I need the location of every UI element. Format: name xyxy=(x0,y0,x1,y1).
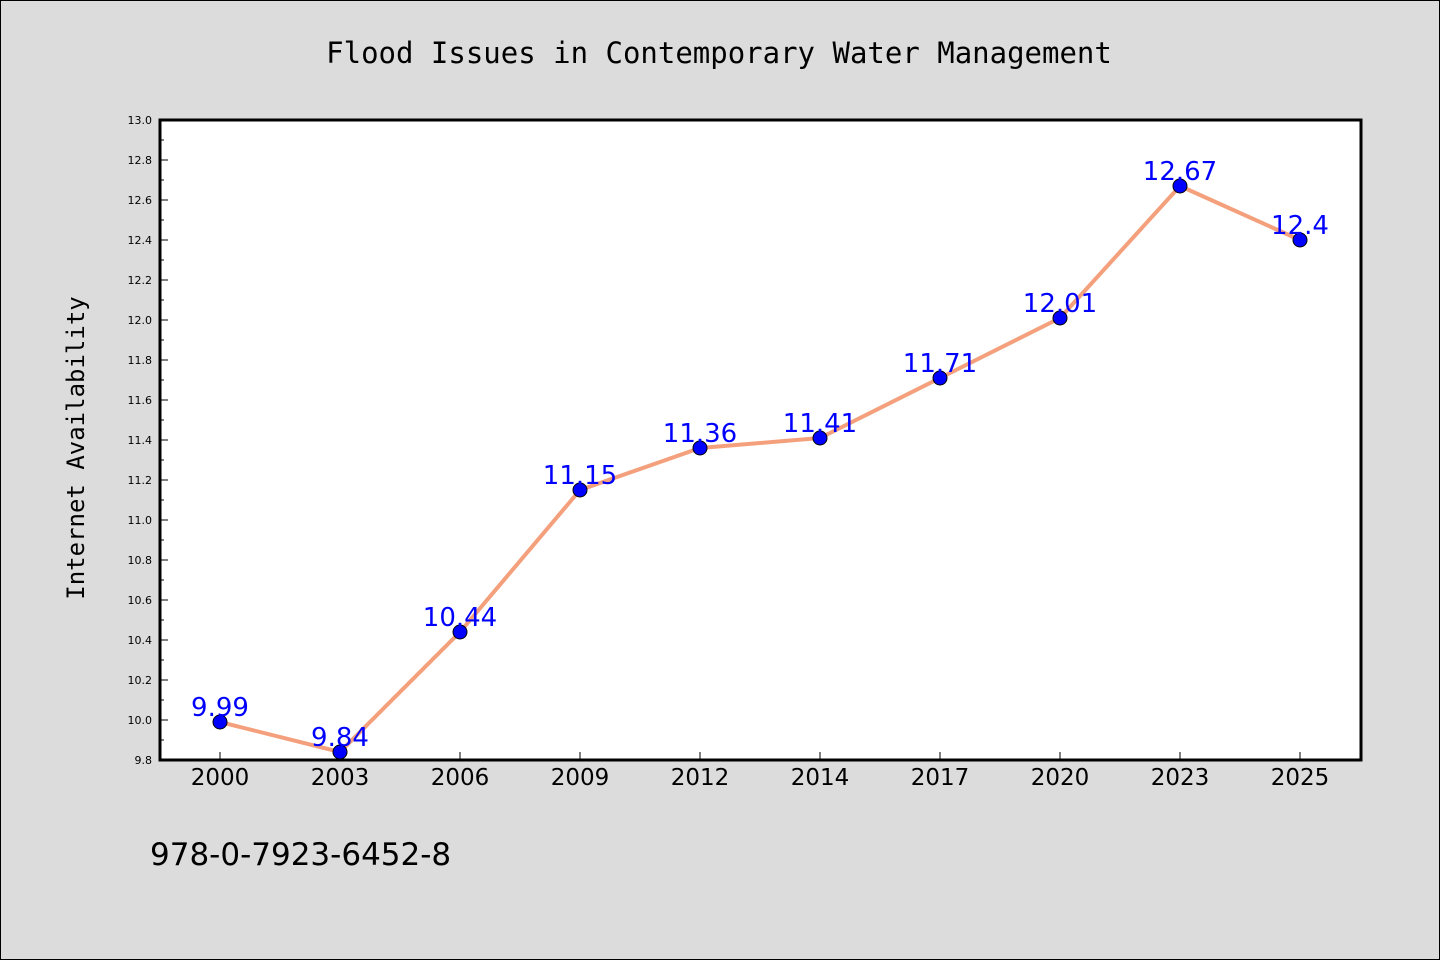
y-tick-label: 12.2 xyxy=(128,274,153,287)
plot-area xyxy=(158,118,1363,762)
data-point-marker xyxy=(332,744,348,760)
data-label: 11.41 xyxy=(783,409,857,439)
y-tick-label: 11.2 xyxy=(128,474,153,487)
data-point-marker xyxy=(1052,310,1068,326)
x-tick-label: 2014 xyxy=(791,765,850,791)
x-tick-label: 2006 xyxy=(431,765,490,791)
x-tick-label: 2003 xyxy=(311,765,370,791)
y-tick-label: 12.8 xyxy=(128,154,153,167)
x-tick-label: 2020 xyxy=(1031,765,1090,791)
x-tick-label: 2025 xyxy=(1271,765,1330,791)
y-tick-label: 13.0 xyxy=(128,114,153,127)
chart-title: Flood Issues in Contemporary Water Manag… xyxy=(326,36,1112,70)
data-label: 11.15 xyxy=(543,461,617,491)
y-tick-label: 11.6 xyxy=(128,394,153,407)
y-tick-label: 10.2 xyxy=(128,674,153,687)
data-label: 11.36 xyxy=(663,419,737,449)
data-labels: 9.99 9.84 10.44 11.15 11.36 11.41 11.71 12.01 12… xyxy=(191,157,1329,753)
x-tick-label: 2012 xyxy=(671,765,730,791)
data-label: 12.01 xyxy=(1023,289,1097,319)
y-tick-label: 12.0 xyxy=(128,314,153,327)
y-axis-ticks: 9.8 10.0 10.2 10.4 10.6 10.8 11.0 11.2 11.4 11.6 1… xyxy=(128,114,168,767)
data-label: 9.99 xyxy=(191,693,249,723)
y-tick-label: 11.4 xyxy=(128,434,153,447)
data-point-marker xyxy=(812,430,828,446)
y-tick-label: 10.0 xyxy=(128,714,153,727)
data-point-marker xyxy=(212,714,228,730)
y-tick-label: 10.8 xyxy=(128,554,153,567)
data-label: 12.67 xyxy=(1143,157,1217,187)
footer-isbn: 978-0-7923-6452-8 xyxy=(150,837,451,873)
data-label: 10.44 xyxy=(423,603,497,633)
x-tick-label: 2023 xyxy=(1151,765,1210,791)
y-tick-label: 11.0 xyxy=(128,514,153,527)
x-tick-label: 2009 xyxy=(551,765,610,791)
data-point-marker xyxy=(452,624,468,640)
data-label: 9.84 xyxy=(311,723,369,753)
x-tick-label: 2017 xyxy=(911,765,970,791)
data-point-marker xyxy=(1172,178,1188,194)
y-tick-label: 12.4 xyxy=(128,234,153,247)
y-tick-label: 9.8 xyxy=(135,754,153,767)
data-point-marker xyxy=(692,440,708,456)
x-axis-ticks: 2000 2003 2006 2009 2012 2014 2017 2020 2023 2025 xyxy=(191,752,1330,791)
data-label: 11.71 xyxy=(903,349,977,379)
y-tick-label: 10.4 xyxy=(128,634,153,647)
x-tick-label: 2000 xyxy=(191,765,250,791)
y-axis-label: Internet Availability xyxy=(62,296,90,599)
data-point-marker xyxy=(932,370,948,386)
series-layer xyxy=(212,178,1308,760)
data-label: 12.4 xyxy=(1271,211,1329,241)
y-tick-label: 11.8 xyxy=(128,354,153,367)
y-tick-label: 10.6 xyxy=(128,594,153,607)
data-point-marker xyxy=(572,482,588,498)
series-line xyxy=(218,184,1302,754)
y-tick-label: 12.6 xyxy=(128,194,153,207)
data-point-marker xyxy=(1292,232,1308,248)
